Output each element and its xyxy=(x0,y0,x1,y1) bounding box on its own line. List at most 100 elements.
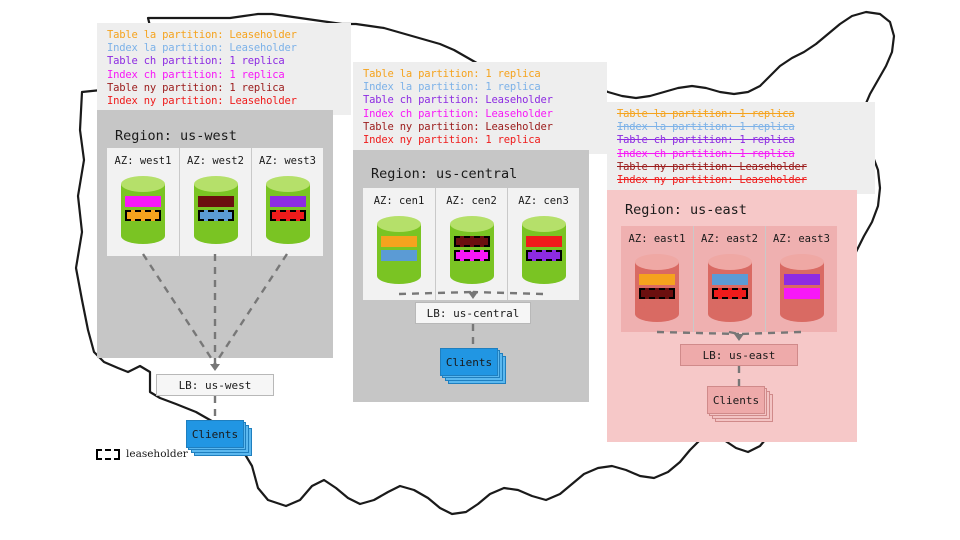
node-cylinder[interactable] xyxy=(779,254,824,322)
partition-legend-line: Table la partition: 1 replica xyxy=(617,108,795,120)
az-label: AZ: west3 xyxy=(259,155,316,167)
replica-bar-table-ch-leaseholder xyxy=(525,250,562,261)
az-label: AZ: east1 xyxy=(628,233,686,245)
cylinder-bottom xyxy=(779,306,824,322)
load-balancer-us-west[interactable]: LB: us-west xyxy=(156,374,274,396)
replica-bar-index-ch-replica xyxy=(125,196,161,207)
lb-arrowhead xyxy=(210,364,220,371)
partition-legend-line: Table ch partition: 1 replica xyxy=(617,134,795,147)
az-label: AZ: east2 xyxy=(701,233,758,245)
replica-bar-index-ny-leaseholder xyxy=(269,210,306,221)
dashed-outline-swatch xyxy=(96,448,120,460)
cylinder-top xyxy=(779,254,824,270)
az-label: AZ: east3 xyxy=(773,233,830,245)
az-label: AZ: west1 xyxy=(114,155,172,167)
replica-bars xyxy=(450,236,494,261)
cylinder-top xyxy=(265,176,310,192)
cylinder-bottom xyxy=(121,228,165,244)
region-title-us-west: Region: us-west xyxy=(115,128,237,144)
partition-legend-line: Index ny partition: Leaseholder xyxy=(617,174,807,187)
az-to-lb-line xyxy=(398,290,474,296)
replica-bar-table-la-replica xyxy=(639,274,675,285)
az-strip-us-west: AZ: west1 AZ: west2 AZ: west3 xyxy=(107,148,323,256)
replica-bar-index-la-replica xyxy=(381,250,417,261)
cylinder-bottom xyxy=(635,306,679,322)
replica-bars xyxy=(708,274,752,299)
az-cell-az-west3: AZ: west3 xyxy=(251,148,323,256)
partition-legend-line: Table ny partition: Leaseholder xyxy=(617,160,807,173)
replica-bar-table-ny-leaseholder xyxy=(639,288,675,299)
cylinder-bottom xyxy=(265,228,310,244)
cylinder-bottom xyxy=(193,228,238,244)
node-cylinder[interactable] xyxy=(121,176,165,244)
az-cell-az-cen3: AZ: cen3 xyxy=(507,188,579,300)
node-cylinder[interactable] xyxy=(635,254,679,322)
replica-bar-table-ny-leaseholder xyxy=(453,236,490,247)
cylinder-top xyxy=(121,176,165,192)
partition-legend-line: Table la partition: Leaseholder xyxy=(107,29,297,41)
partition-legend-us-west: Table la partition: Leaseholder Index la … xyxy=(97,23,351,116)
node-cylinder[interactable] xyxy=(377,216,421,284)
partition-legend-us-east: Table la partition: 1 replica Index la pa… xyxy=(607,102,875,195)
node-cylinder[interactable] xyxy=(707,254,752,322)
replica-bar-table-ch-replica xyxy=(783,274,820,285)
partition-legend-line: Index ch partition: 1 replica xyxy=(617,147,795,160)
clients-box-us-central[interactable]: Clients xyxy=(440,348,498,376)
az-to-lb-line xyxy=(141,253,217,365)
cylinder-top xyxy=(449,216,494,232)
partition-legend-us-central: Table la partition: 1 replica Index la pa… xyxy=(353,62,607,155)
az-cell-az-west2: AZ: west2 xyxy=(179,148,251,256)
replica-bars xyxy=(121,196,165,221)
partition-legend-line: Index ny partition: 1 replica xyxy=(363,134,541,147)
clients-box-us-east[interactable]: Clients xyxy=(707,386,765,414)
partition-legend-line: Table ch partition: 1 replica xyxy=(107,55,285,68)
az-cell-az-east2: AZ: east2 xyxy=(693,226,765,332)
node-cylinder[interactable] xyxy=(265,176,310,244)
replica-bar-index-ny-replica xyxy=(525,236,562,247)
clients-stack-us-central[interactable]: Clients xyxy=(440,348,510,388)
clients-stack-us-west[interactable]: Clients xyxy=(186,420,256,460)
load-balancer-us-east[interactable]: LB: us-east xyxy=(680,344,798,366)
partition-legend-line: Index ch partition: 1 replica xyxy=(107,68,285,81)
az-label: AZ: cen3 xyxy=(518,195,569,207)
partition-legend-line: Index la partition: 1 replica xyxy=(617,121,795,134)
region-panel-us-central: Region: us-central AZ: cen1 AZ: cen2 AZ: ce… xyxy=(353,150,589,402)
az-label: AZ: cen1 xyxy=(373,195,425,207)
replica-bars xyxy=(266,196,310,221)
partition-legend-line: Index ch partition: Leaseholder xyxy=(363,107,553,120)
az-cell-az-west1: AZ: west1 xyxy=(107,148,179,256)
az-cell-az-cen1: AZ: cen1 xyxy=(363,188,435,300)
node-cylinder[interactable] xyxy=(449,216,494,284)
replica-bars xyxy=(780,274,824,299)
replica-bars xyxy=(522,236,566,261)
replica-bars xyxy=(635,274,679,299)
partition-legend-line: Index ny partition: Leaseholder xyxy=(107,95,297,108)
az-to-lb-line xyxy=(213,253,289,365)
cylinder-bottom xyxy=(377,268,421,284)
replica-bar-index-la-leaseholder xyxy=(197,210,234,221)
partition-legend-line: Index la partition: 1 replica xyxy=(363,81,541,94)
lb-arrowhead xyxy=(468,292,478,299)
load-balancer-us-central[interactable]: LB: us-central xyxy=(415,302,531,324)
region-title-us-central: Region: us-central xyxy=(371,166,518,182)
clients-stack-us-east[interactable]: Clients xyxy=(707,386,777,426)
az-strip-us-central: AZ: cen1 AZ: cen2 AZ: cen3 xyxy=(363,188,579,300)
az-label: AZ: cen2 xyxy=(446,195,497,207)
replica-bar-table-ch-replica xyxy=(269,196,306,207)
az-strip-us-east: AZ: east1 AZ: east2 AZ: east3 xyxy=(621,226,837,332)
node-cylinder[interactable] xyxy=(521,216,566,284)
az-to-lb-line xyxy=(728,330,740,336)
cylinder-bottom xyxy=(521,268,566,284)
cylinder-top xyxy=(707,254,752,270)
region-panel-us-east: Region: us-east AZ: east1 AZ: east2 AZ: eas… xyxy=(607,190,857,442)
partition-legend-line: Index la partition: Leaseholder xyxy=(107,42,297,55)
region-panel-us-west: Region: us-west AZ: west1 AZ: west2 AZ: wes… xyxy=(97,110,333,456)
replica-bar-index-ch-replica xyxy=(783,288,820,299)
node-cylinder[interactable] xyxy=(193,176,238,244)
cylinder-top xyxy=(193,176,238,192)
partition-legend-line: Table ny partition: Leaseholder xyxy=(363,120,553,133)
clients-box-us-west[interactable]: Clients xyxy=(186,420,244,448)
partition-legend-line: Table ny partition: 1 replica xyxy=(107,81,285,94)
az-cell-az-cen2: AZ: cen2 xyxy=(435,188,507,300)
partition-legend-line: Table la partition: 1 replica xyxy=(363,68,541,80)
